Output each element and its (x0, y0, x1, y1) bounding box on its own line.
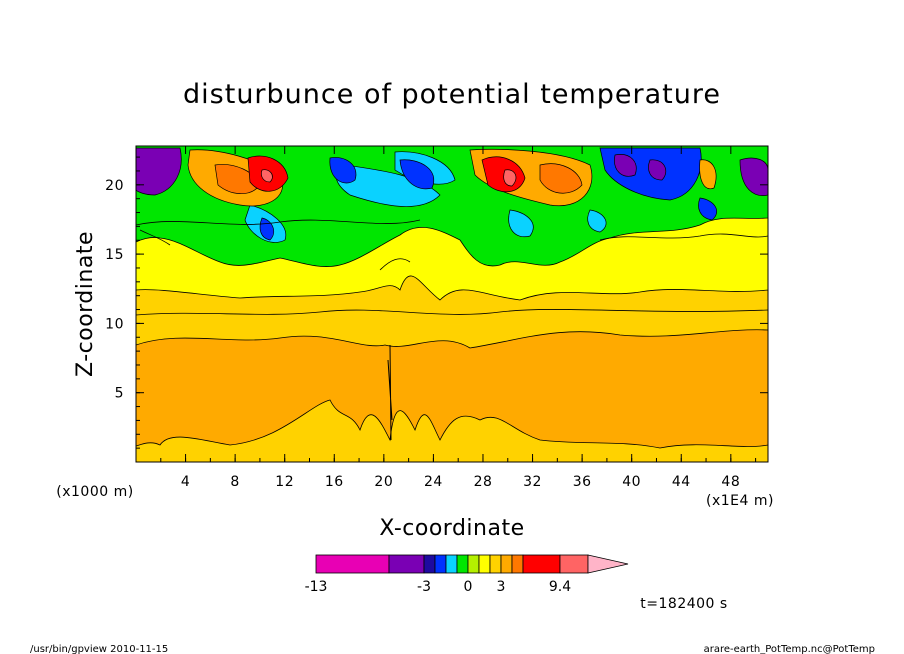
colorbar-swatch (478, 554, 491, 574)
x-tick-label: 40 (622, 474, 641, 490)
colorbar-swatch (423, 554, 436, 574)
colorbar-label: 9.4 (549, 579, 571, 595)
x-tick-label: 32 (523, 474, 542, 490)
footer-right: arare-earth_PotTemp.nc@PotTemp (704, 644, 875, 654)
contour-field (136, 146, 768, 462)
y-tick-label: 10 (105, 316, 124, 332)
y-tick-label: 20 (105, 178, 124, 194)
colorbar-label: 0 (464, 579, 473, 595)
x-unit-label: (x1E4 m) (706, 493, 774, 509)
x-tick-label: 8 (230, 474, 239, 490)
purple-patches (136, 147, 768, 196)
x-tick-label: 20 (374, 474, 393, 490)
colorbar-label: 3 (497, 579, 506, 595)
x-tick-label: 28 (474, 474, 493, 490)
x-tick-label: 16 (325, 474, 344, 490)
chart-title: disturbunce of potential temperature (183, 79, 721, 110)
contour-lines (136, 219, 768, 316)
contour-spike (387, 344, 393, 441)
colorbar-swatch (315, 554, 390, 574)
colorbar-swatch (500, 554, 513, 574)
colorbar-swatch (522, 554, 561, 574)
colorbar-swatch (489, 554, 502, 574)
x-tick-label: 12 (275, 474, 294, 490)
colorbar-swatch (434, 554, 447, 574)
y-tick-label: 15 (105, 247, 124, 263)
x-tick-label: 36 (573, 474, 592, 490)
colorbar-label: -3 (417, 579, 431, 595)
y-axis-title: Z-coordinate (73, 231, 98, 377)
time-label: t=182400 s (640, 596, 727, 612)
y-unit-label: (x1000 m) (56, 484, 133, 500)
colorbar: -13 -3 0 3 9.4 (305, 554, 629, 595)
colorbar-label: -13 (305, 579, 328, 595)
x-tick-label: 48 (721, 474, 740, 490)
colorbar-swatch (467, 554, 480, 574)
colorbar-arrow (587, 554, 629, 574)
x-axis-title: X-coordinate (379, 516, 524, 541)
y-tick-label: 5 (115, 386, 124, 402)
x-tick-label: 44 (672, 474, 691, 490)
colorbar-swatch (559, 554, 589, 574)
colorbar-swatch (388, 554, 425, 574)
colorbar-swatch (511, 554, 524, 574)
colorbar-swatch (445, 554, 458, 574)
warm-patches (187, 149, 717, 207)
colorbar-swatch (456, 554, 469, 574)
x-tick-label: 24 (424, 474, 443, 490)
contour-orange-layer (136, 329, 768, 449)
x-tick-label: 4 (181, 474, 190, 490)
footer-left: /usr/bin/gpview 2010-11-15 (30, 644, 168, 654)
plot-frame (135, 145, 769, 463)
